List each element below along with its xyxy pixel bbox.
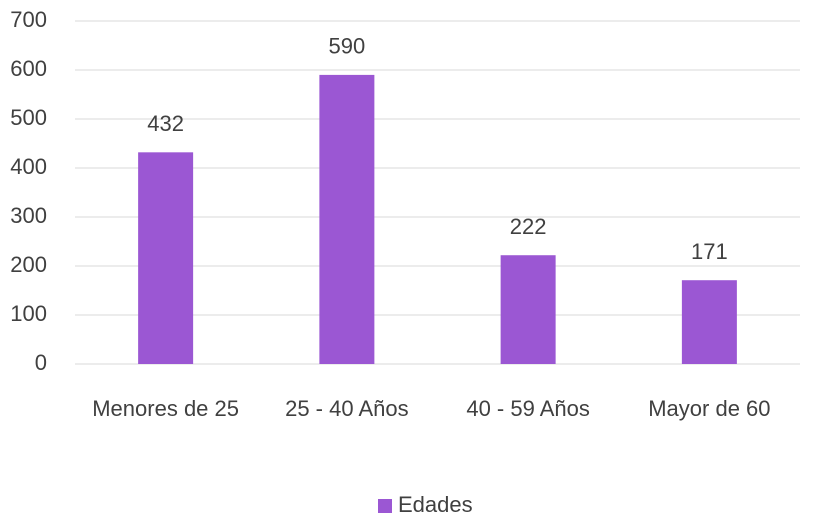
bar	[319, 74, 375, 365]
bar	[681, 280, 737, 364]
x-tick-label: 25 - 40 Años	[285, 396, 409, 421]
y-tick-label: 200	[10, 252, 47, 277]
y-tick-label: 400	[10, 154, 47, 179]
y-tick-label: 100	[10, 301, 47, 326]
data-label: 222	[510, 214, 547, 239]
bar	[138, 152, 194, 364]
data-label: 432	[147, 111, 184, 136]
legend-label: Edades	[398, 492, 473, 517]
data-label: 590	[329, 34, 366, 59]
y-tick-label: 700	[10, 7, 47, 32]
y-tick-label: 300	[10, 203, 47, 228]
x-tick-label: Mayor de 60	[648, 396, 771, 421]
bar	[500, 255, 556, 364]
x-tick-label: 40 - 59 Años	[466, 396, 590, 421]
x-tick-label: Menores de 25	[92, 396, 239, 421]
legend-swatch	[378, 499, 392, 513]
y-tick-label: 0	[35, 350, 47, 375]
y-tick-label: 600	[10, 56, 47, 81]
y-tick-label: 500	[10, 105, 47, 130]
data-label: 171	[691, 239, 728, 264]
